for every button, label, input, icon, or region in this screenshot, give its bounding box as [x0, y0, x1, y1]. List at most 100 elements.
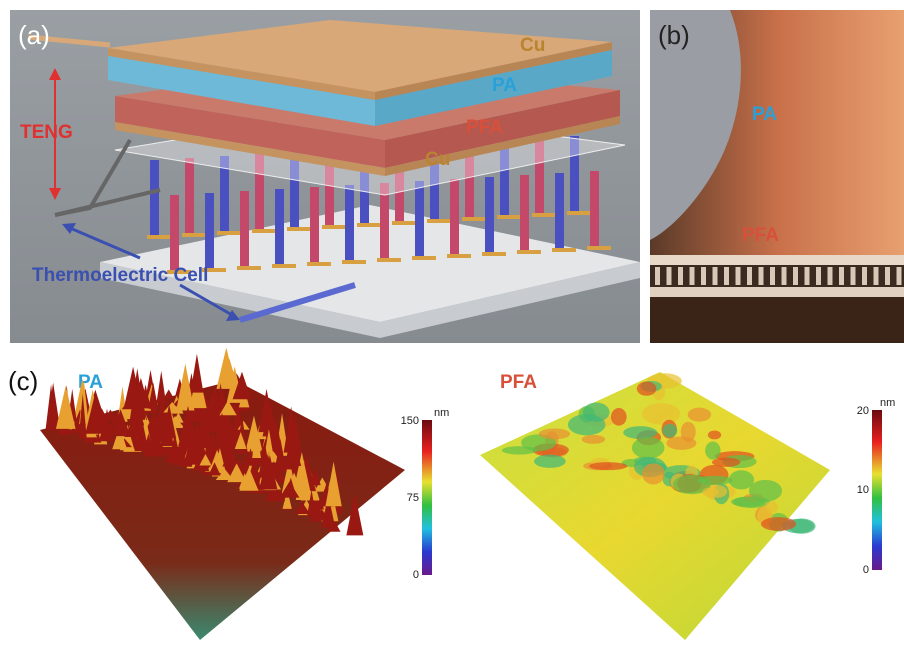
pillar-pad	[427, 219, 451, 223]
pillar	[555, 173, 564, 248]
panel-label: (c)	[8, 366, 38, 396]
feature	[623, 426, 657, 439]
feature	[642, 463, 665, 484]
colorbar	[422, 420, 432, 575]
panel-b: (b) PA PFA	[650, 10, 904, 343]
feature	[611, 408, 627, 426]
photo-cell-gap	[747, 267, 752, 285]
photo-cell-gap	[851, 267, 856, 285]
feature	[663, 424, 678, 438]
photo-cell-gap	[701, 267, 706, 285]
feature	[632, 437, 665, 459]
feature	[705, 441, 720, 459]
pillar-pad	[342, 260, 366, 264]
colorbar-unit: nm	[434, 407, 449, 419]
pillar	[590, 171, 599, 246]
photo-cell-gap	[885, 267, 890, 285]
pillar-pad	[412, 256, 436, 260]
pillar	[275, 189, 284, 264]
pillar-pad	[252, 229, 276, 233]
pillar-pad	[237, 266, 261, 270]
feature	[681, 422, 696, 442]
pillar-pad	[552, 248, 576, 252]
layer-label: PFA	[466, 117, 503, 138]
pillar-pad	[392, 221, 416, 225]
pillar-pad	[322, 225, 346, 229]
pillar-pad	[447, 254, 471, 258]
feature	[582, 435, 606, 444]
photo-cell-gap	[782, 267, 787, 285]
colorbar-tick: 10	[857, 484, 869, 496]
pillar	[520, 175, 529, 250]
photo-cell-gap	[897, 267, 902, 285]
panel-label: (a)	[18, 20, 50, 50]
photo-plate	[650, 287, 904, 297]
pillar-pad	[217, 231, 241, 235]
pillar-pad	[517, 250, 541, 254]
pillar	[485, 177, 494, 252]
feature	[761, 517, 796, 531]
layer-label: PA	[752, 104, 777, 125]
photo-cell-gap	[655, 267, 660, 285]
photo-cell-gap	[862, 267, 867, 285]
pillar-pad	[567, 211, 591, 215]
pillar-pad	[532, 213, 556, 217]
pillar-pad	[462, 217, 486, 221]
photo-cell-gap	[816, 267, 821, 285]
colorbar-tick: 20	[857, 405, 869, 417]
photo-cell-gap	[713, 267, 718, 285]
pillar	[240, 191, 249, 266]
feature	[749, 480, 782, 502]
feature	[637, 382, 657, 396]
feature	[708, 430, 721, 439]
photo-cell-gap	[678, 267, 683, 285]
peak	[156, 371, 166, 403]
colorbar	[872, 410, 882, 570]
photo-cell-gap	[759, 267, 764, 285]
map-title: PFA	[500, 372, 537, 393]
pillar-pad	[272, 264, 296, 268]
panel-c: (c) PA PFA nm 150 75 0 nm 20 10 0	[8, 348, 895, 640]
photo-cell-gap	[874, 267, 879, 285]
pillar	[415, 181, 424, 256]
pillar-pad	[182, 233, 206, 237]
feature	[568, 414, 606, 435]
pillar	[450, 179, 459, 254]
pillar-pad	[307, 262, 331, 266]
peak	[190, 354, 203, 393]
photo-cell-gap	[690, 267, 695, 285]
layer-label: Cu	[520, 35, 545, 56]
photo-cell-gap	[828, 267, 833, 285]
feature	[589, 462, 627, 470]
colorbar-tick: 0	[413, 569, 419, 581]
figure: (a) Cu PA PFA Cu TENG Thermoelectric Cel…	[0, 0, 904, 643]
pillar	[185, 158, 194, 233]
pillar	[205, 193, 214, 268]
pillar	[170, 195, 179, 270]
pillar	[150, 160, 159, 235]
layer-label: Cu	[425, 149, 450, 170]
pillar-pad	[357, 223, 381, 227]
feature	[688, 408, 711, 422]
pillar-pad	[482, 252, 506, 256]
feature	[539, 429, 570, 440]
pillar-pad	[147, 235, 171, 239]
feature	[712, 458, 740, 467]
photo-cell-gap	[724, 267, 729, 285]
feature	[697, 476, 732, 485]
photo-plate	[650, 255, 904, 265]
photo-bottom	[650, 297, 904, 343]
colorbar-tick: 75	[407, 492, 419, 504]
pillar-pad	[587, 246, 611, 250]
teng-label: TENG	[20, 122, 73, 143]
photo-cell-gap	[770, 267, 775, 285]
pillar	[345, 185, 354, 260]
pillar	[310, 187, 319, 262]
photo-cell-gap	[839, 267, 844, 285]
layer-label: PA	[492, 75, 517, 96]
colorbar-tick: 150	[401, 415, 419, 427]
panel-label: (b)	[658, 20, 690, 50]
panel-a: (a) Cu PA PFA Cu TENG Thermoelectric Cel…	[10, 10, 640, 343]
photo-cell-gap	[736, 267, 741, 285]
peak	[164, 390, 174, 399]
